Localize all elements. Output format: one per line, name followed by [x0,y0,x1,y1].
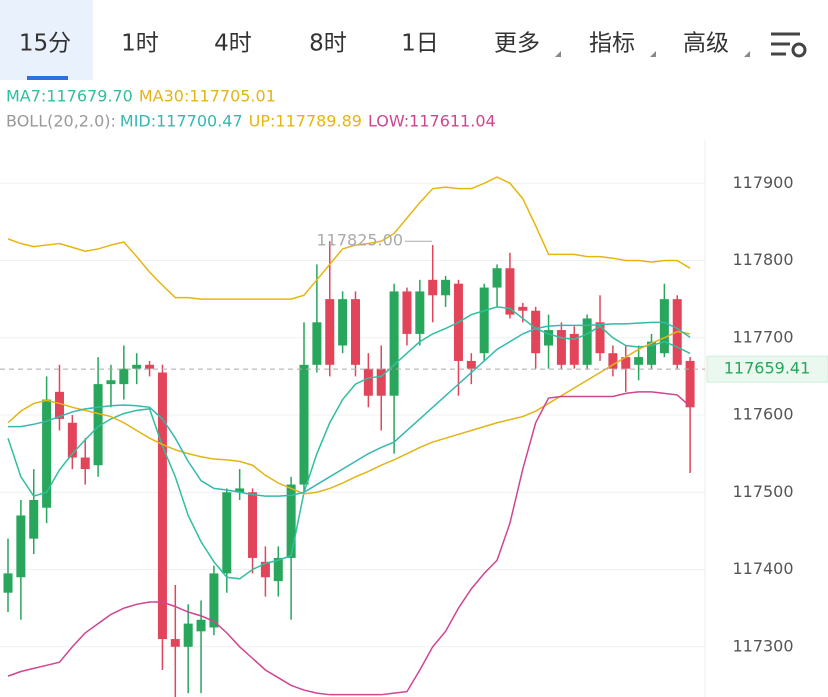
indicator-line [7,176,691,300]
tab[interactable]: 8时 [309,31,347,57]
indicator-line [7,306,691,580]
candle-body [402,291,412,334]
settings-icon[interactable] [771,32,807,58]
candle-body [376,368,386,396]
indicator-line [7,391,691,696]
candle-body [248,492,258,558]
candle-body [299,364,309,485]
indicator-line [7,330,691,495]
tab[interactable]: 15分 [19,31,71,57]
candle-body [363,368,373,396]
tab-underline [27,76,68,80]
y-tick-label: 117900 [732,173,793,192]
candle-body [106,380,116,385]
candle-body [338,299,348,346]
y-tick-label: 117400 [732,559,793,578]
candle-body [286,484,296,558]
tab[interactable]: 1日 [401,31,439,57]
candle-body [119,368,129,385]
candle-body [80,457,90,470]
legend-item: MID:117700.47 [120,112,243,131]
candle-body [325,299,335,365]
legend-item: LOW:117611.04 [368,112,496,131]
candle-body [582,318,592,365]
candle-body [3,573,13,593]
last-price-box [706,355,828,383]
candle-body [209,573,219,628]
candle-body [479,287,489,354]
tab[interactable]: 更多 [494,31,540,57]
candle-body [659,299,669,354]
candle-body [183,623,193,647]
candle-body [93,384,103,466]
candle-body [518,306,528,311]
candle-body [67,422,77,458]
candle-body [54,391,64,419]
max-marker-label: 117825.00 [316,231,403,250]
candle-body [260,561,270,578]
candle-body [531,310,541,354]
y-tick-label: 117600 [732,405,793,424]
candle-body [647,341,656,365]
candle-body [170,639,180,647]
legend-prefix: BOLL(20,2.0): [6,112,116,131]
candle-body [492,268,502,288]
last-price-label: 117659.41 [724,359,811,378]
candle-body [132,364,142,369]
candle-body [196,619,206,632]
candle-body [145,364,155,369]
candle-body [441,279,451,296]
tab[interactable]: 1时 [121,31,159,57]
candle-body [222,492,232,574]
candle-body [29,500,39,539]
candle-body [42,399,52,508]
tab-selected-bg [0,0,93,80]
tab[interactable]: 指标 [589,31,635,57]
candle-body [608,353,618,369]
candle-body [273,557,283,582]
candle-body [415,291,425,334]
candle-body [389,291,399,396]
y-tick-label: 117700 [732,327,793,346]
candle-body [556,330,566,365]
candle-body [16,515,26,578]
y-tick-label: 117800 [732,250,793,269]
candle-body [685,360,695,408]
candle-body [312,322,322,365]
y-tick-label: 117300 [732,636,793,655]
tab[interactable]: 4时 [214,31,252,57]
legend-item: UP:117789.89 [249,112,362,131]
candle-body [634,357,644,365]
y-tick-label: 117500 [732,482,793,501]
dropdown-triangle [555,51,561,57]
legend-item: MA30:117705.01 [139,87,276,106]
candle-body [569,333,579,365]
dropdown-triangle [744,51,750,57]
candle-body [157,372,167,640]
tab[interactable]: 高级 [683,31,729,57]
candle-body [595,322,605,354]
candle-body [621,357,631,369]
legend-item: MA7:117679.70 [6,87,133,106]
candle-body [505,268,515,315]
candle-body [350,299,360,365]
dropdown-triangle [650,51,656,57]
candle-body [428,279,438,296]
candle-body [544,330,554,346]
candle-body [466,360,476,369]
indicator-line [8,321,691,497]
candle-body [235,488,245,493]
